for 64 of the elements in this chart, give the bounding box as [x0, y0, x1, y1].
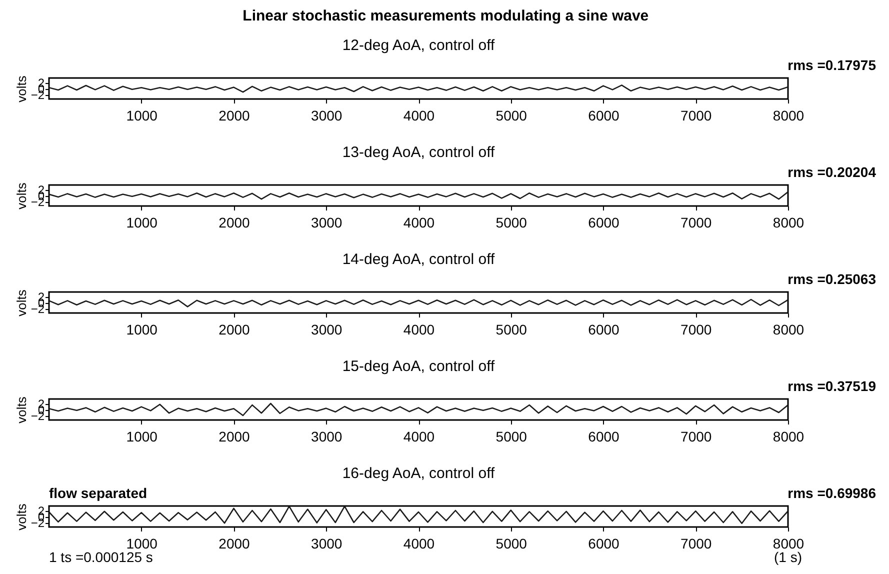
chart-subtitle: 14-deg AoA, control off — [342, 251, 496, 268]
x-tick-label: 7000 — [680, 536, 712, 552]
x-tick-label: 5000 — [496, 322, 528, 338]
x-tick-label: 8000 — [772, 322, 804, 338]
x-tick-label: 3000 — [311, 108, 342, 124]
line-series — [49, 506, 788, 524]
x-tick-label: 5000 — [496, 214, 528, 230]
chart-subtitle: 16-deg AoA, control off — [342, 465, 496, 482]
x-tick-label: 8000 — [772, 428, 804, 444]
x-tick-label: 6000 — [588, 108, 620, 124]
x-tick-label: 6000 — [588, 428, 620, 444]
chart-title: Linear stochastic measurements modulating a sine wave — [242, 7, 649, 24]
x-tick-label: 2000 — [218, 322, 250, 338]
x-tick-label: 6000 — [588, 322, 620, 338]
x-tick-label: 2000 — [218, 536, 250, 552]
x-tick-label: 7000 — [680, 428, 712, 444]
x-tick-label: 6000 — [588, 214, 620, 230]
x-tick-label: 4000 — [403, 536, 435, 552]
text: rms =0.17975 — [788, 57, 876, 73]
x-tick-label: 3000 — [311, 214, 342, 230]
text: rms =0.20204 — [788, 164, 876, 180]
text: flow separated — [49, 485, 148, 501]
x-tick-label: 5000 — [496, 108, 528, 124]
x-tick-label: 1000 — [126, 536, 158, 552]
x-tick-label: 7000 — [680, 108, 712, 124]
text: rms =0.37519 — [788, 378, 876, 394]
y-axis-title: volts — [14, 182, 29, 210]
x-tick-label: 2000 — [218, 108, 250, 124]
x-tick-label: 2000 — [218, 214, 250, 230]
text: (1 s) — [774, 549, 802, 565]
x-tick-label: 2000 — [218, 428, 250, 444]
chart-subtitle: 15-deg AoA, control off — [342, 358, 496, 375]
text: 1 ts =0.000125 s — [49, 549, 153, 565]
x-tick-label: 4000 — [403, 322, 435, 338]
x-tick-label: 3000 — [311, 322, 342, 338]
line-series — [49, 84, 788, 93]
y-axis-title: volts — [14, 289, 29, 316]
text: rms =0.69986 — [788, 485, 876, 501]
x-tick-label: 7000 — [680, 322, 712, 338]
x-tick-label: 4000 — [403, 428, 435, 444]
x-tick-label: 6000 — [588, 536, 620, 552]
x-tick-label: 3000 — [311, 536, 342, 552]
x-tick-label: 3000 — [311, 428, 342, 444]
x-tick-label: 4000 — [403, 214, 435, 230]
line-series — [49, 191, 788, 200]
chart-subtitle: 12-deg AoA, control off — [342, 37, 496, 54]
chart-subtitle: 13-deg AoA, control off — [342, 144, 496, 161]
y-axis-title: volts — [14, 503, 29, 530]
x-tick-label: 5000 — [496, 428, 528, 444]
y-axis-title: volts — [14, 396, 29, 424]
x-tick-label: 1000 — [126, 108, 158, 124]
x-tick-label: 5000 — [496, 536, 528, 552]
text: rms =0.25063 — [788, 271, 876, 287]
x-tick-label: 8000 — [772, 536, 804, 552]
x-tick-label: 1000 — [126, 214, 158, 230]
x-tick-label: 8000 — [772, 214, 804, 230]
y-axis-title: volts — [14, 75, 29, 102]
line-series — [49, 298, 788, 308]
x-tick-label: 1000 — [126, 322, 158, 338]
x-tick-label: 1000 — [126, 428, 158, 444]
x-tick-label: 8000 — [772, 108, 804, 124]
x-tick-label: 7000 — [680, 214, 712, 230]
line-series — [49, 402, 788, 416]
x-tick-label: 4000 — [403, 108, 435, 124]
